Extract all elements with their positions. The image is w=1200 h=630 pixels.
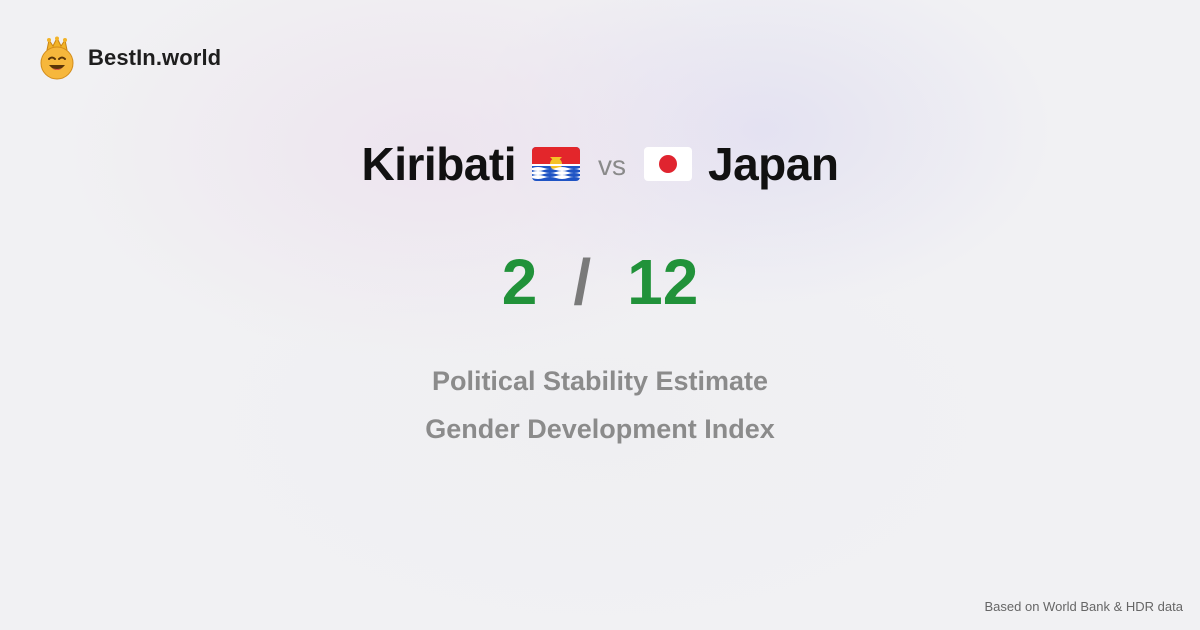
score-row: 2 / 12	[0, 240, 1200, 324]
right-score: 12	[627, 246, 699, 318]
left-score: 2	[501, 246, 538, 318]
right-country-name: Japan	[708, 138, 839, 190]
metric-political-stability: Political Stability Estimate	[431, 366, 769, 396]
data-source-note: Based on World Bank & HDR data	[984, 599, 1183, 614]
score-separator: /	[573, 246, 592, 318]
left-country-name: Kiribati	[361, 138, 517, 190]
brand[interactable]: BestIn.world	[38, 36, 221, 80]
vs-label: vs	[598, 150, 626, 181]
comparison-title: Kiribati vs Japan	[0, 132, 1200, 196]
kiribati-flag-icon	[532, 147, 580, 181]
japan-flag-icon	[644, 147, 692, 181]
crowned-smiley-icon	[38, 36, 76, 80]
metric-gender-development: Gender Development Index	[425, 414, 775, 444]
brand-name: BestIn.world	[88, 45, 222, 70]
